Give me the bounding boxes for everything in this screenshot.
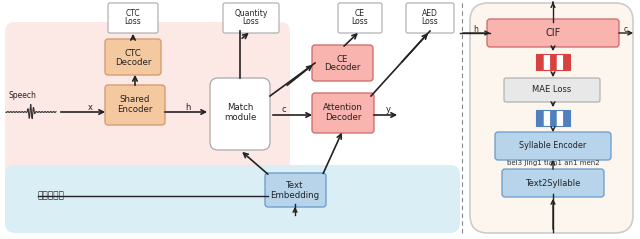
Text: 北京天安门: 北京天安门: [38, 191, 65, 201]
Text: Text2Syllable: Text2Syllable: [525, 179, 580, 188]
FancyBboxPatch shape: [312, 93, 374, 133]
Text: module: module: [224, 113, 256, 121]
Text: CE: CE: [336, 54, 348, 64]
Text: c: c: [282, 105, 286, 114]
Text: Decoder: Decoder: [324, 64, 360, 72]
Text: CE: CE: [355, 9, 365, 17]
Bar: [543, 110, 550, 126]
Text: y: y: [385, 105, 390, 114]
Text: Loss: Loss: [243, 16, 259, 26]
FancyBboxPatch shape: [265, 173, 326, 207]
Text: AED: AED: [422, 9, 438, 17]
FancyBboxPatch shape: [406, 3, 454, 33]
FancyBboxPatch shape: [502, 169, 604, 197]
Bar: [536, 54, 543, 70]
Bar: [550, 110, 556, 126]
FancyBboxPatch shape: [5, 165, 460, 233]
FancyBboxPatch shape: [223, 3, 279, 33]
FancyBboxPatch shape: [108, 3, 158, 33]
Bar: [556, 54, 563, 70]
FancyBboxPatch shape: [105, 39, 161, 75]
Text: bei3 jing1 tian1 an1 men2: bei3 jing1 tian1 an1 men2: [507, 160, 599, 166]
Text: Match: Match: [227, 103, 253, 112]
Text: c: c: [624, 25, 628, 33]
FancyBboxPatch shape: [487, 19, 619, 47]
FancyBboxPatch shape: [312, 45, 373, 81]
Bar: [536, 54, 570, 70]
Text: CTC: CTC: [125, 9, 140, 17]
FancyBboxPatch shape: [210, 78, 270, 150]
FancyBboxPatch shape: [338, 3, 382, 33]
Bar: [563, 54, 570, 70]
Text: Text: Text: [286, 181, 304, 190]
Text: Speech: Speech: [8, 92, 36, 101]
Text: Loss: Loss: [125, 16, 141, 26]
Text: Shared: Shared: [120, 94, 150, 103]
FancyBboxPatch shape: [5, 22, 290, 187]
Text: h: h: [474, 25, 479, 33]
Text: CIF: CIF: [545, 28, 561, 38]
FancyBboxPatch shape: [504, 78, 600, 102]
Text: MAE Loss: MAE Loss: [532, 86, 572, 94]
Text: CTC: CTC: [125, 49, 141, 58]
FancyBboxPatch shape: [470, 3, 633, 233]
Bar: [543, 54, 550, 70]
Bar: [550, 54, 556, 70]
Text: Loss: Loss: [422, 16, 438, 26]
Text: Decoder: Decoder: [115, 58, 151, 66]
Text: Embedding: Embedding: [271, 190, 319, 200]
Text: Decoder: Decoder: [325, 113, 361, 121]
Bar: [536, 110, 543, 126]
Bar: [563, 110, 570, 126]
Text: Attention: Attention: [323, 103, 363, 112]
Text: Loss: Loss: [351, 16, 369, 26]
Bar: [556, 110, 563, 126]
Text: Quantity: Quantity: [234, 9, 268, 17]
Text: Encoder: Encoder: [117, 104, 153, 114]
Text: Syllable Encoder: Syllable Encoder: [520, 141, 587, 151]
FancyBboxPatch shape: [495, 132, 611, 160]
Text: x: x: [88, 103, 93, 112]
FancyBboxPatch shape: [105, 85, 165, 125]
Text: h: h: [186, 103, 191, 112]
Bar: [536, 110, 570, 126]
